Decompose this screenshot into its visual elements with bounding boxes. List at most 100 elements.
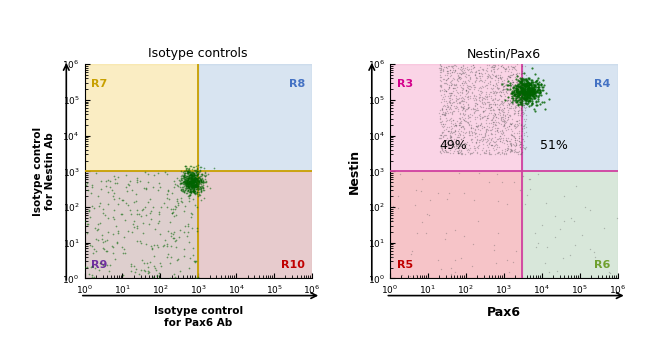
Point: [162, 255, 173, 260]
Point: [181, 233, 192, 239]
Point: [510, 103, 520, 109]
Point: [495, 139, 505, 144]
Point: [517, 70, 528, 76]
Point: [193, 189, 203, 195]
Point: [476, 89, 487, 95]
Point: [187, 185, 197, 191]
Point: [519, 123, 530, 129]
Point: [520, 95, 530, 101]
Point: [460, 140, 470, 146]
Point: [149, 242, 159, 248]
Point: [479, 134, 489, 140]
Point: [456, 150, 466, 156]
Point: [500, 125, 510, 131]
Point: [533, 81, 543, 87]
Point: [515, 90, 525, 95]
Point: [181, 168, 192, 174]
Point: [505, 80, 515, 86]
Point: [148, 204, 158, 210]
Point: [514, 149, 524, 154]
Point: [497, 118, 508, 124]
Point: [506, 95, 516, 101]
Point: [464, 122, 474, 127]
Point: [509, 147, 519, 153]
Point: [477, 114, 488, 120]
Point: [446, 102, 456, 108]
Point: [499, 132, 510, 137]
Point: [447, 110, 457, 116]
Point: [495, 76, 506, 82]
Point: [186, 179, 196, 185]
Point: [186, 183, 196, 188]
Point: [445, 99, 456, 105]
Point: [491, 122, 501, 128]
Point: [454, 110, 465, 116]
Point: [83, 187, 93, 193]
Point: [481, 148, 491, 154]
Point: [181, 185, 192, 191]
Point: [183, 223, 193, 228]
Point: [483, 105, 493, 111]
Point: [462, 90, 473, 96]
Point: [139, 260, 150, 266]
Point: [502, 76, 512, 81]
Point: [439, 132, 450, 138]
Point: [439, 112, 450, 118]
Point: [497, 111, 508, 117]
Point: [471, 93, 481, 99]
Point: [168, 210, 178, 215]
Point: [187, 174, 197, 180]
Point: [186, 178, 196, 184]
Point: [182, 177, 192, 183]
Point: [458, 110, 469, 115]
Point: [495, 101, 505, 107]
Point: [512, 88, 522, 94]
Point: [495, 136, 505, 142]
Point: [523, 81, 533, 87]
Point: [462, 89, 473, 95]
Point: [434, 82, 445, 87]
Point: [185, 180, 195, 186]
Point: [188, 180, 198, 186]
Point: [462, 71, 472, 76]
Point: [185, 186, 196, 192]
Point: [191, 276, 202, 281]
Point: [515, 151, 525, 157]
Point: [189, 190, 200, 196]
Point: [201, 179, 211, 185]
Point: [447, 130, 457, 136]
Point: [516, 70, 526, 75]
Point: [526, 86, 537, 91]
Point: [184, 169, 194, 175]
Point: [488, 119, 499, 125]
Point: [493, 86, 503, 92]
Point: [517, 127, 527, 132]
Point: [196, 197, 206, 203]
Point: [473, 142, 484, 148]
Point: [464, 129, 474, 135]
Point: [458, 132, 468, 137]
Point: [486, 142, 496, 148]
Point: [188, 190, 198, 195]
Point: [448, 88, 458, 94]
Point: [541, 90, 551, 96]
Point: [196, 178, 206, 183]
Point: [532, 102, 542, 108]
Point: [445, 126, 456, 132]
Point: [131, 198, 141, 203]
Point: [500, 137, 511, 142]
Point: [425, 197, 436, 203]
Point: [93, 226, 103, 232]
Point: [516, 85, 526, 91]
Point: [447, 129, 458, 135]
Point: [116, 244, 127, 250]
Point: [443, 75, 454, 81]
Point: [142, 264, 153, 270]
Point: [450, 139, 461, 145]
Point: [511, 71, 521, 77]
Point: [182, 183, 192, 188]
Point: [503, 123, 514, 129]
Point: [504, 120, 515, 126]
Point: [451, 140, 462, 146]
Point: [441, 137, 452, 143]
